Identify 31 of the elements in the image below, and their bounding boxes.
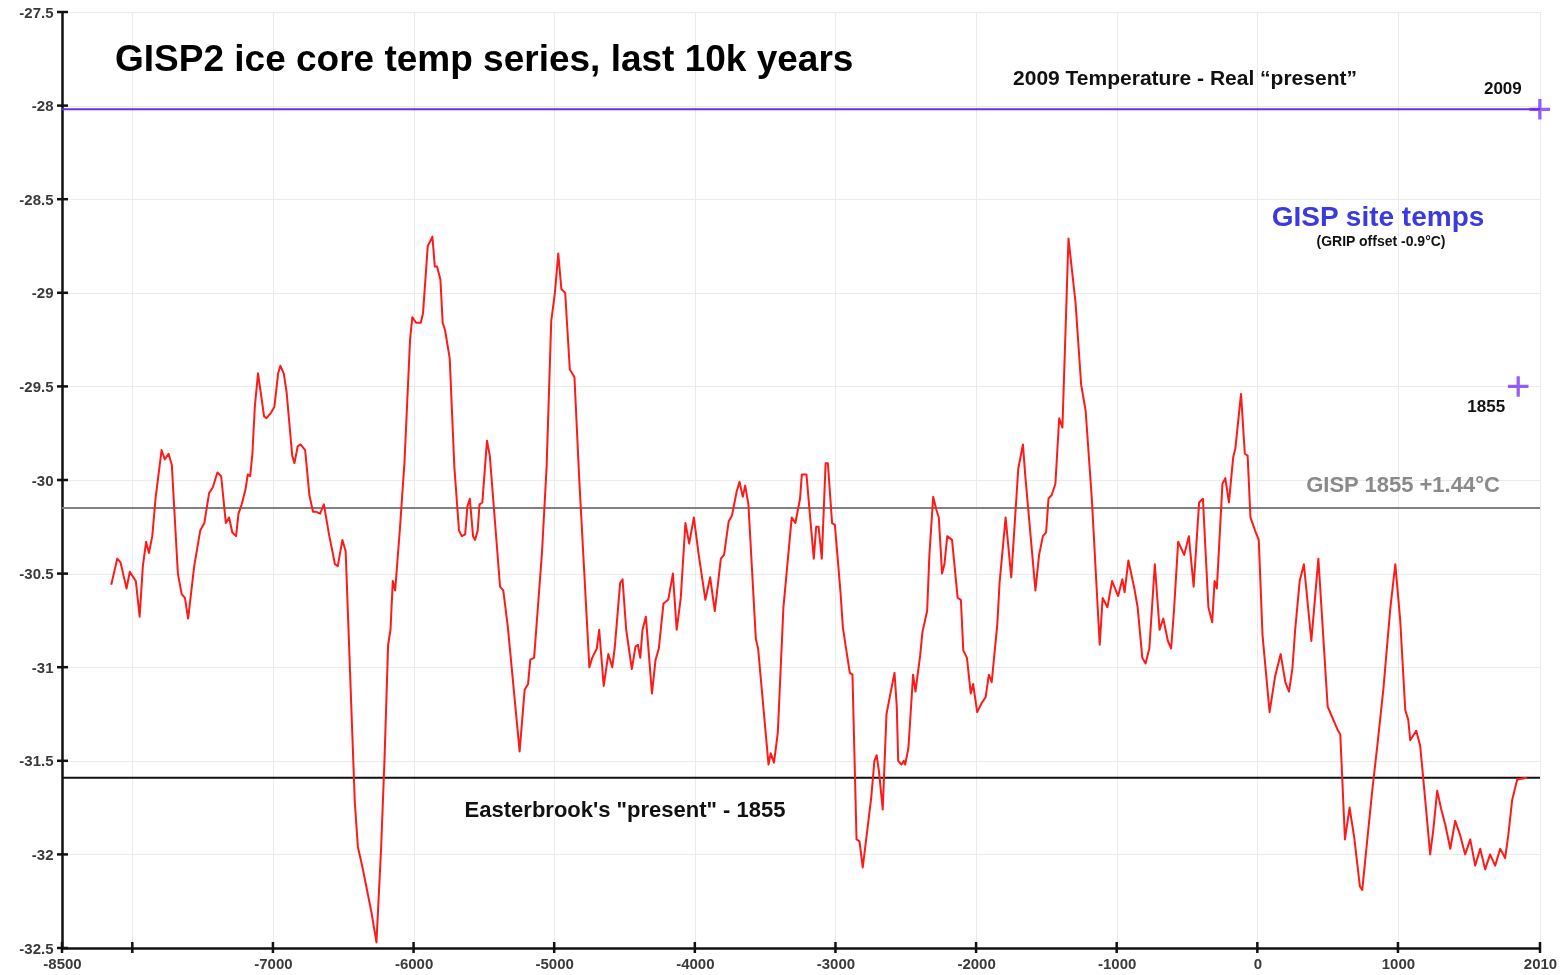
x-tick-label: 0: [1253, 954, 1263, 972]
x-tick-label: -7000: [254, 954, 293, 972]
y-tick-label: -32.5: [19, 939, 54, 957]
y-tick-label: -31.5: [19, 752, 54, 770]
annotation: GISP site temps: [1271, 201, 1485, 232]
y-tick-label: -31: [31, 658, 54, 676]
x-tick-label: -4000: [676, 954, 715, 972]
annotation: (GRIP offset -0.9°C): [1316, 233, 1446, 249]
y-tick-label: -28.5: [19, 190, 54, 208]
y-tick-label: -27.5: [19, 3, 54, 21]
y-tick-label: -32: [31, 845, 54, 863]
annotation: 1855: [1467, 397, 1506, 417]
y-tick-label: -30: [31, 471, 54, 489]
x-tick-label: -3000: [816, 954, 856, 972]
text: GISP2 ice core temp series, last 10k years: [115, 38, 854, 79]
ref-line-label: Easterbrook's "present" - 1855: [464, 796, 786, 822]
x-tick-label: -5000: [535, 954, 574, 972]
y-tick-label: -28: [31, 97, 54, 115]
x-tick-label: -8500: [43, 954, 82, 972]
y-tick-label: -29.5: [19, 377, 54, 395]
y-tick-label: -30.5: [19, 565, 54, 583]
ref-line-label: 2009 Temperature - Real “present”: [1013, 66, 1357, 90]
x-tick-label: -1000: [1098, 954, 1137, 972]
x-tick-label: 1000: [1381, 954, 1416, 972]
ref-line-label: GISP 1855 +1.44°C: [1306, 472, 1500, 498]
line-series: [110, 235, 1529, 944]
annotation: 2009: [1483, 79, 1522, 99]
y-tick-label: -29: [31, 284, 54, 302]
x-tick-label: -2000: [957, 954, 996, 972]
x-tick-label: 2010: [1523, 954, 1558, 972]
x-tick-label: -6000: [394, 954, 434, 972]
